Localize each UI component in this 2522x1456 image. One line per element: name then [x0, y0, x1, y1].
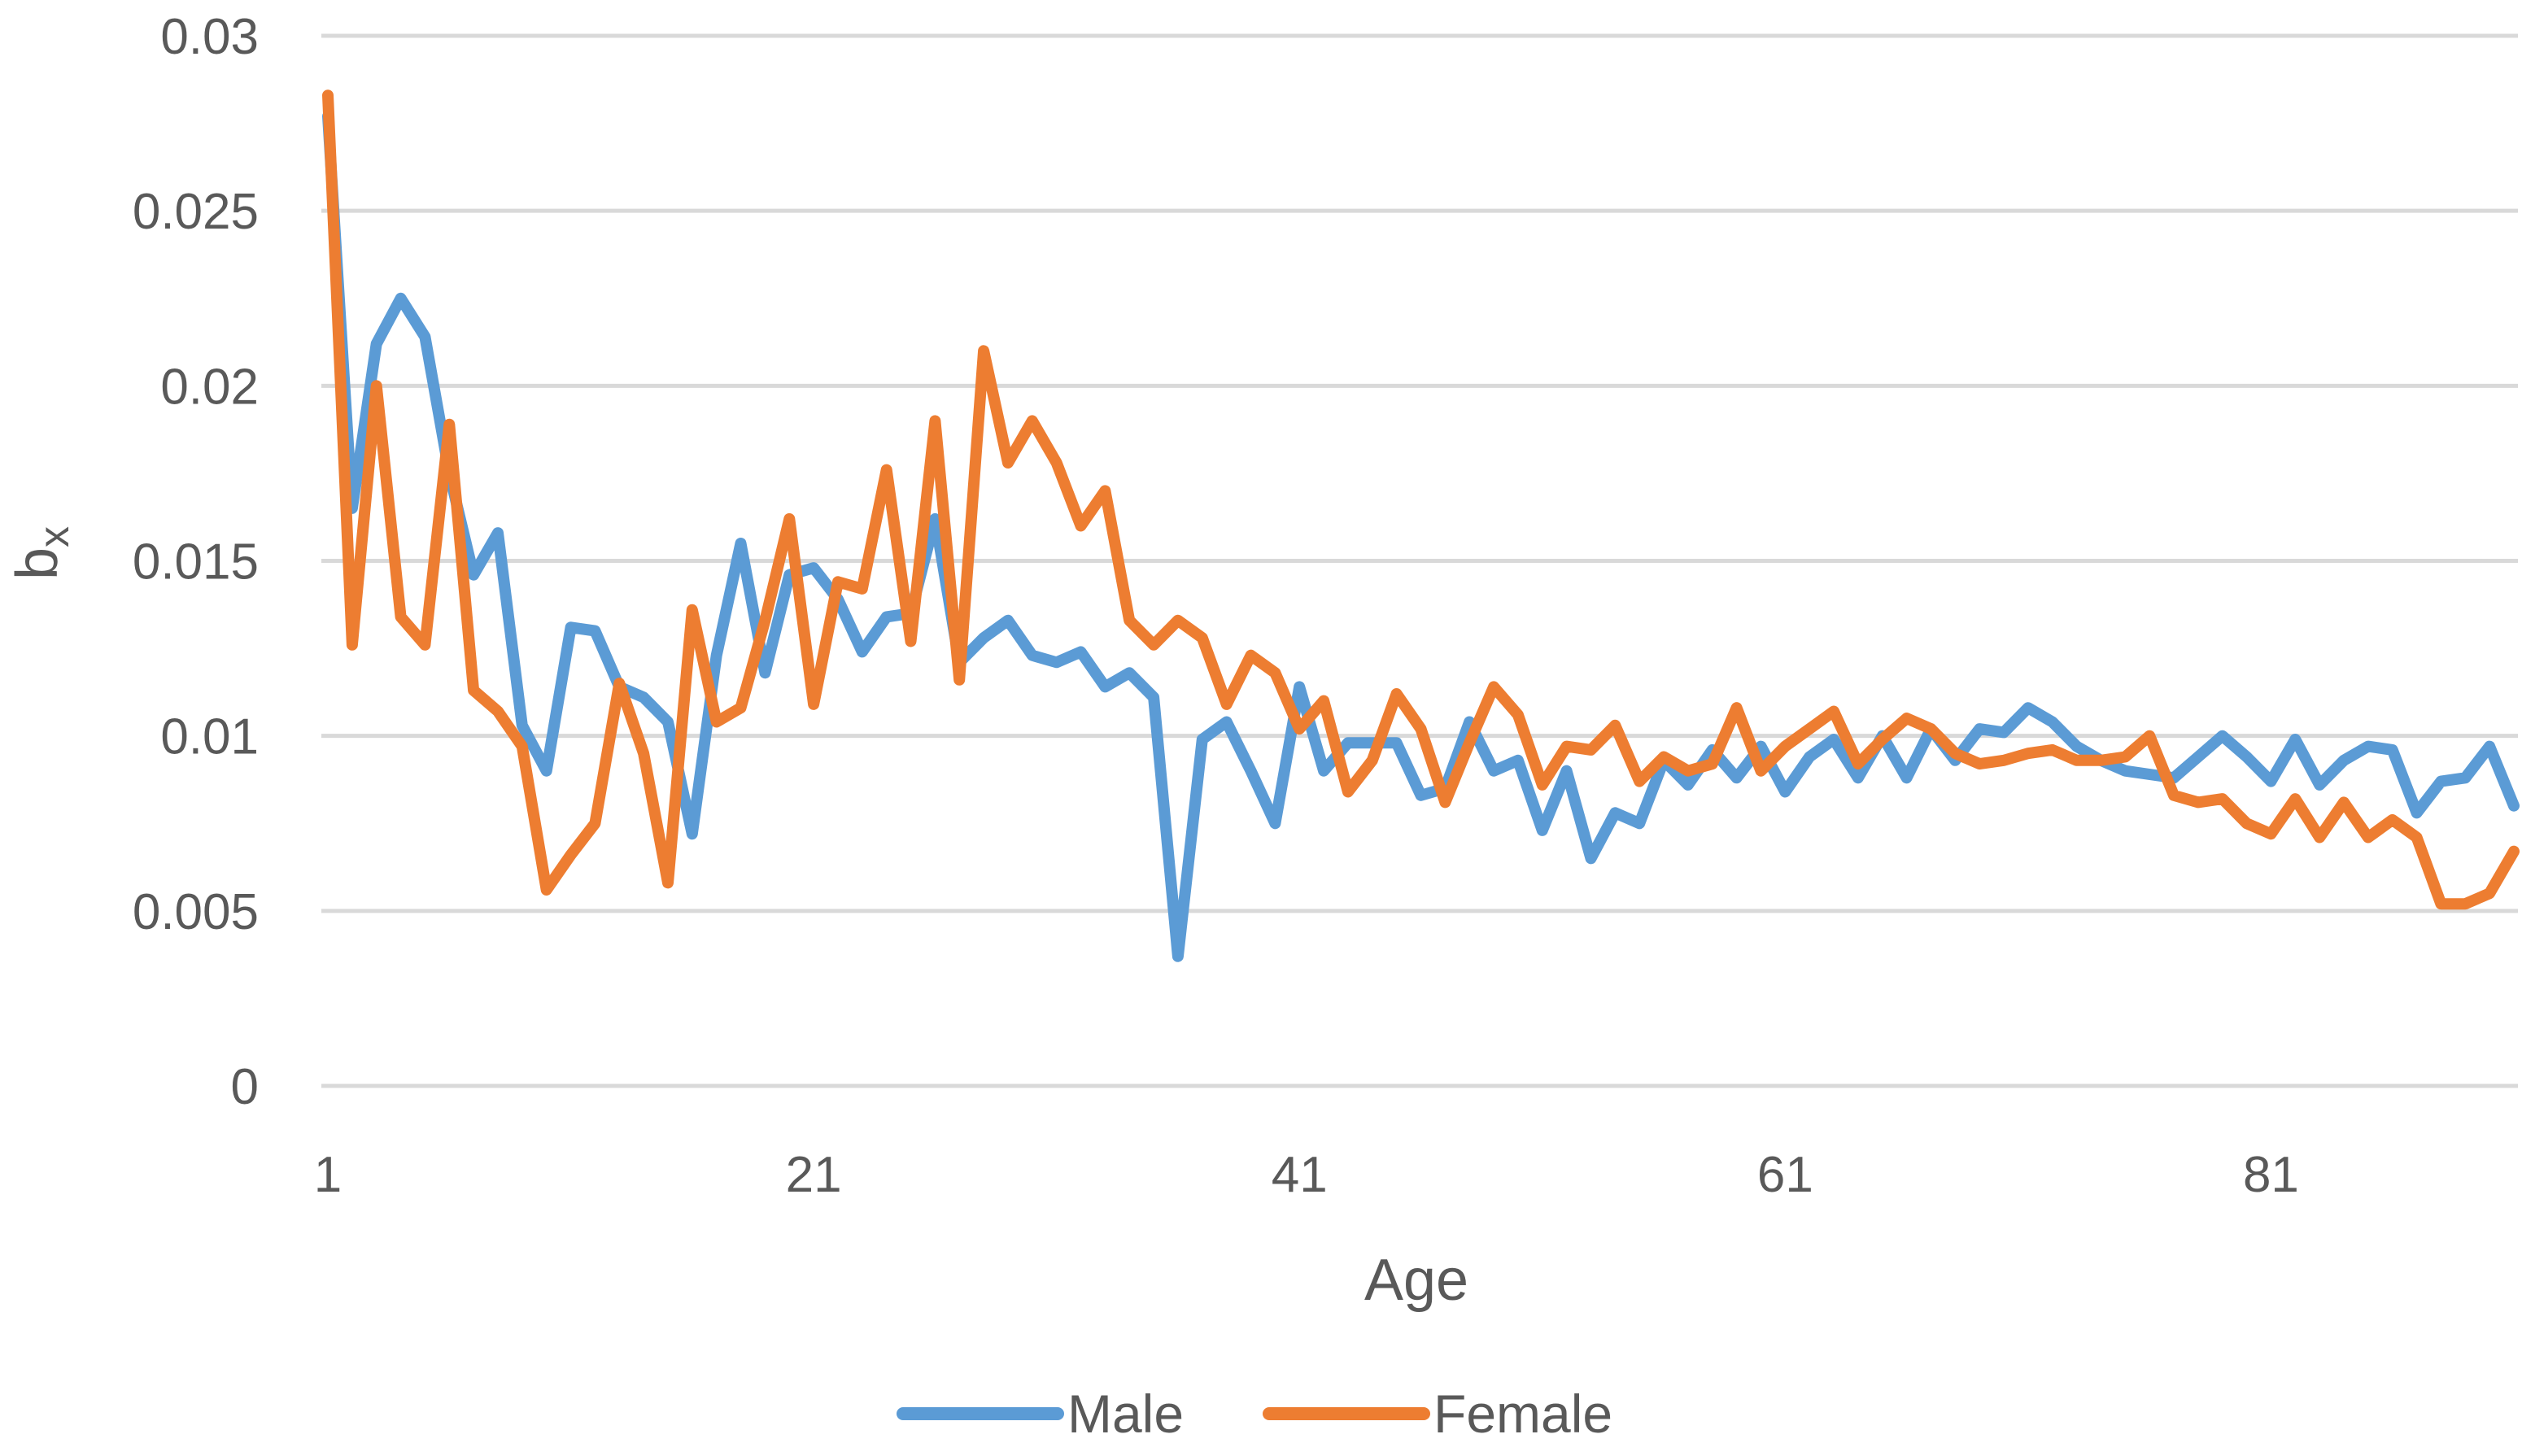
x-tick-label: 41	[1272, 1147, 1328, 1203]
y-tick-label: 0.005	[133, 884, 259, 940]
y-axis-title-main: b	[5, 547, 70, 580]
x-tick-label: 1	[314, 1147, 342, 1203]
y-tick-label: 0.025	[133, 184, 259, 240]
legend-label-female: Female	[1433, 1384, 1612, 1444]
y-axis-title-subscript: x	[31, 526, 78, 547]
y-tick-label: 0.015	[133, 534, 259, 591]
y-tick-label: 0.03	[160, 9, 259, 65]
series-lines	[322, 89, 2520, 962]
legend-label-male: Male	[1067, 1384, 1184, 1444]
series-line-female	[322, 89, 2520, 910]
y-tick-label: 0	[231, 1059, 259, 1115]
gridlines	[321, 33, 2518, 1088]
legend: Male Female	[897, 1384, 1612, 1444]
x-axis-tick-labels: 1 21 41 61 81	[314, 1147, 2299, 1203]
y-axis-title: bx	[5, 526, 78, 580]
y-tick-label: 0.02	[160, 359, 259, 415]
x-tick-label: 61	[1757, 1147, 1813, 1203]
x-axis-title: Age	[1364, 1248, 1468, 1313]
series-line-male	[322, 111, 2520, 962]
y-axis-tick-labels: 0 0.005 0.01 0.015 0.02 0.025 0.03	[133, 9, 259, 1115]
x-tick-label: 21	[786, 1147, 842, 1203]
x-tick-label: 81	[2243, 1147, 2299, 1203]
y-tick-label: 0.01	[160, 709, 259, 765]
